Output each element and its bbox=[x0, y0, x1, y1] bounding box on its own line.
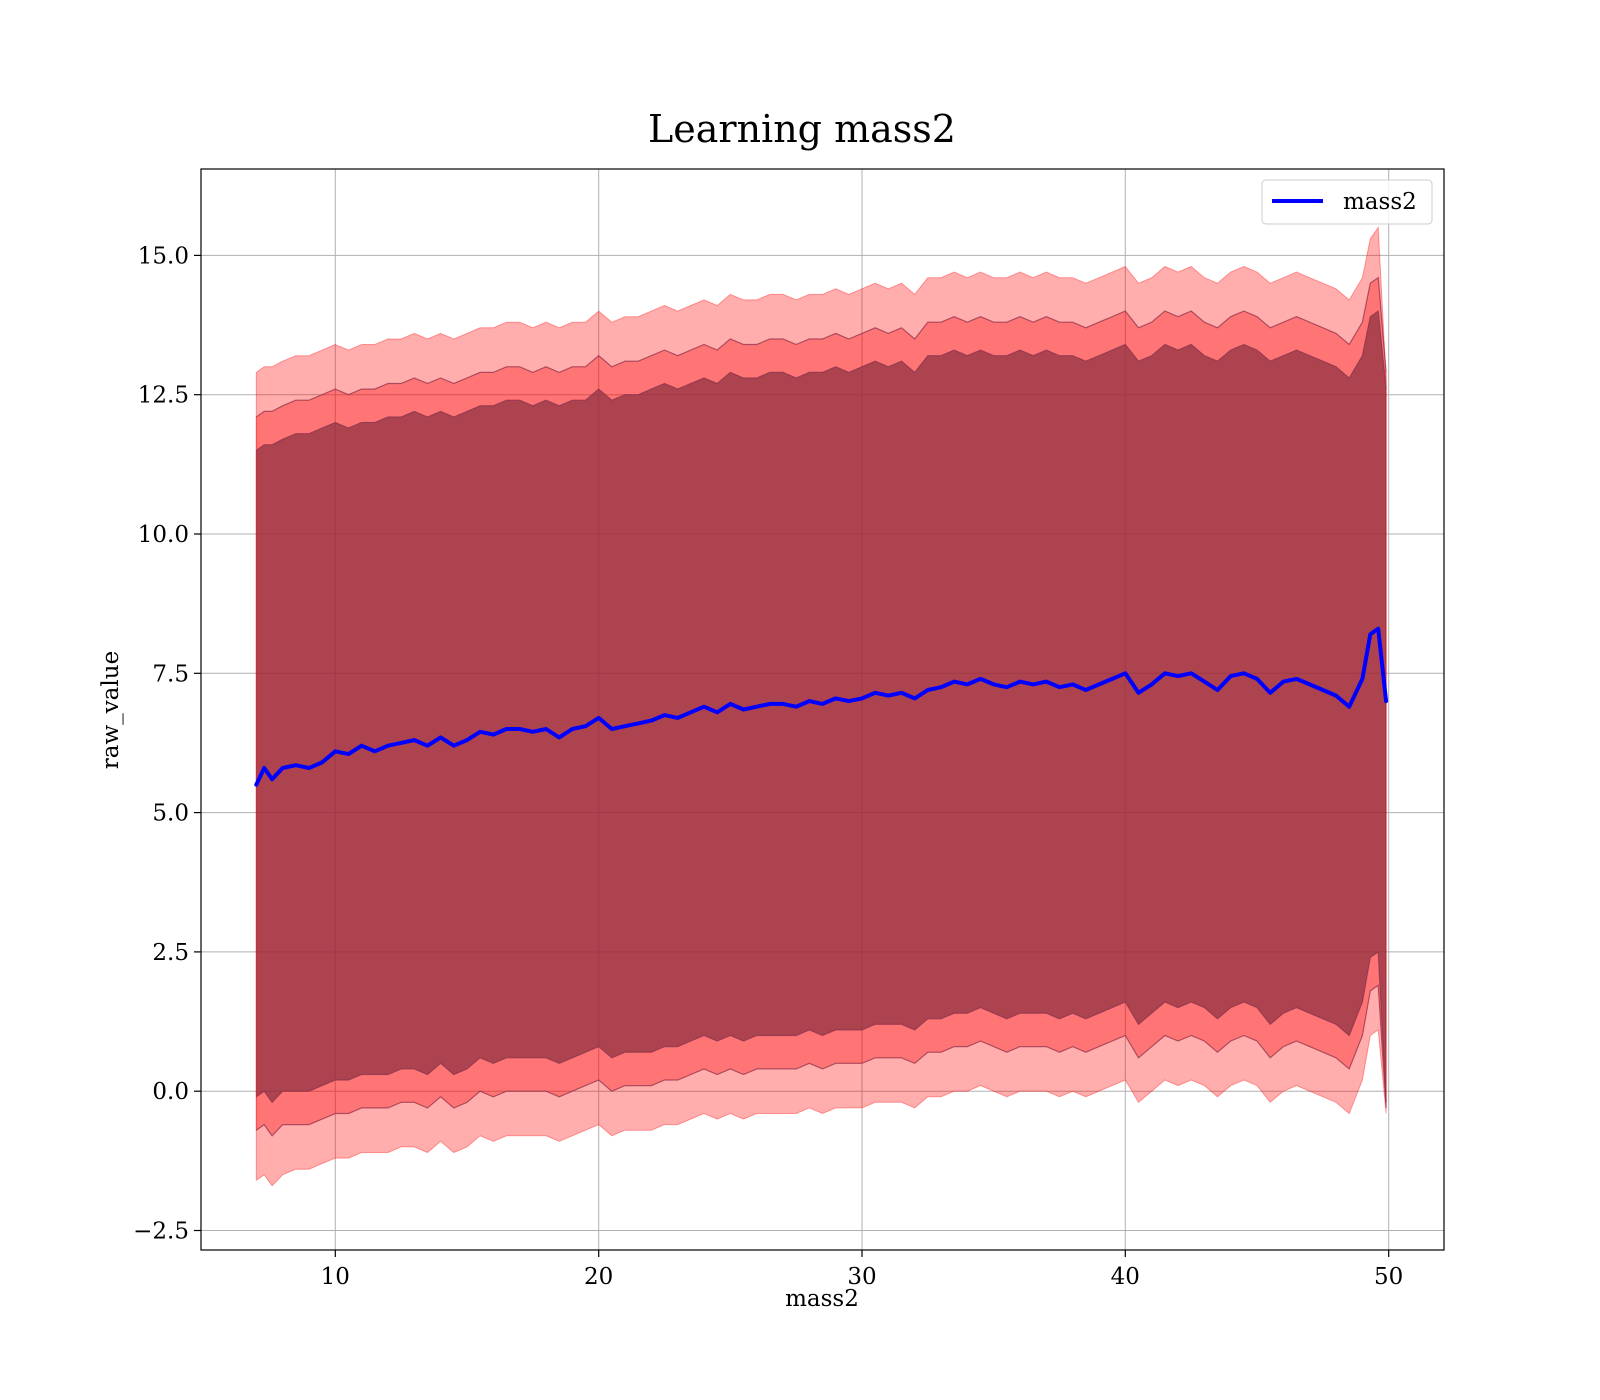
y-tick-label: 2.5 bbox=[152, 940, 189, 966]
y-tick-label: 0.0 bbox=[152, 1079, 189, 1105]
y-tick-label: 12.5 bbox=[138, 383, 189, 409]
chart-title: Learning mass2 bbox=[648, 107, 956, 151]
band-core-area bbox=[256, 311, 1387, 1103]
y-tick-label: 5.0 bbox=[152, 801, 189, 827]
y-tick-label: 15.0 bbox=[138, 243, 189, 269]
x-tick-label: 20 bbox=[584, 1264, 613, 1290]
series-lines bbox=[254, 626, 1389, 787]
y-axis-label: raw_value bbox=[98, 651, 124, 769]
confidence-bands bbox=[255, 226, 1387, 1187]
x-axis-label: mass2 bbox=[785, 1286, 859, 1312]
series-line-mass2 bbox=[254, 626, 1389, 787]
x-tick-label: 10 bbox=[321, 1264, 350, 1290]
y-tick-label: 10.0 bbox=[138, 522, 189, 548]
legend-box bbox=[1261, 179, 1433, 225]
band-2-upper-edge bbox=[255, 276, 1387, 418]
plot-frame bbox=[200, 168, 1445, 1251]
x-tick-label: 40 bbox=[1111, 1264, 1140, 1290]
x-tick-label: 30 bbox=[847, 1264, 876, 1290]
legend: mass2 bbox=[1261, 179, 1433, 225]
y-tick-label: −2.5 bbox=[133, 1219, 189, 1245]
band-2-lower-edge bbox=[255, 984, 1387, 1137]
legend-entry: mass2 bbox=[1343, 189, 1417, 215]
y-tick-label: 7.5 bbox=[152, 661, 189, 687]
x-tick-label: 50 bbox=[1374, 1264, 1403, 1290]
y-axis-ticks: −2.5 0.0 2.5 5.0 7.5 10.0 12.5 15.0 bbox=[133, 243, 201, 1245]
x-axis-ticks: 10 20 30 40 50 bbox=[321, 1250, 1403, 1290]
